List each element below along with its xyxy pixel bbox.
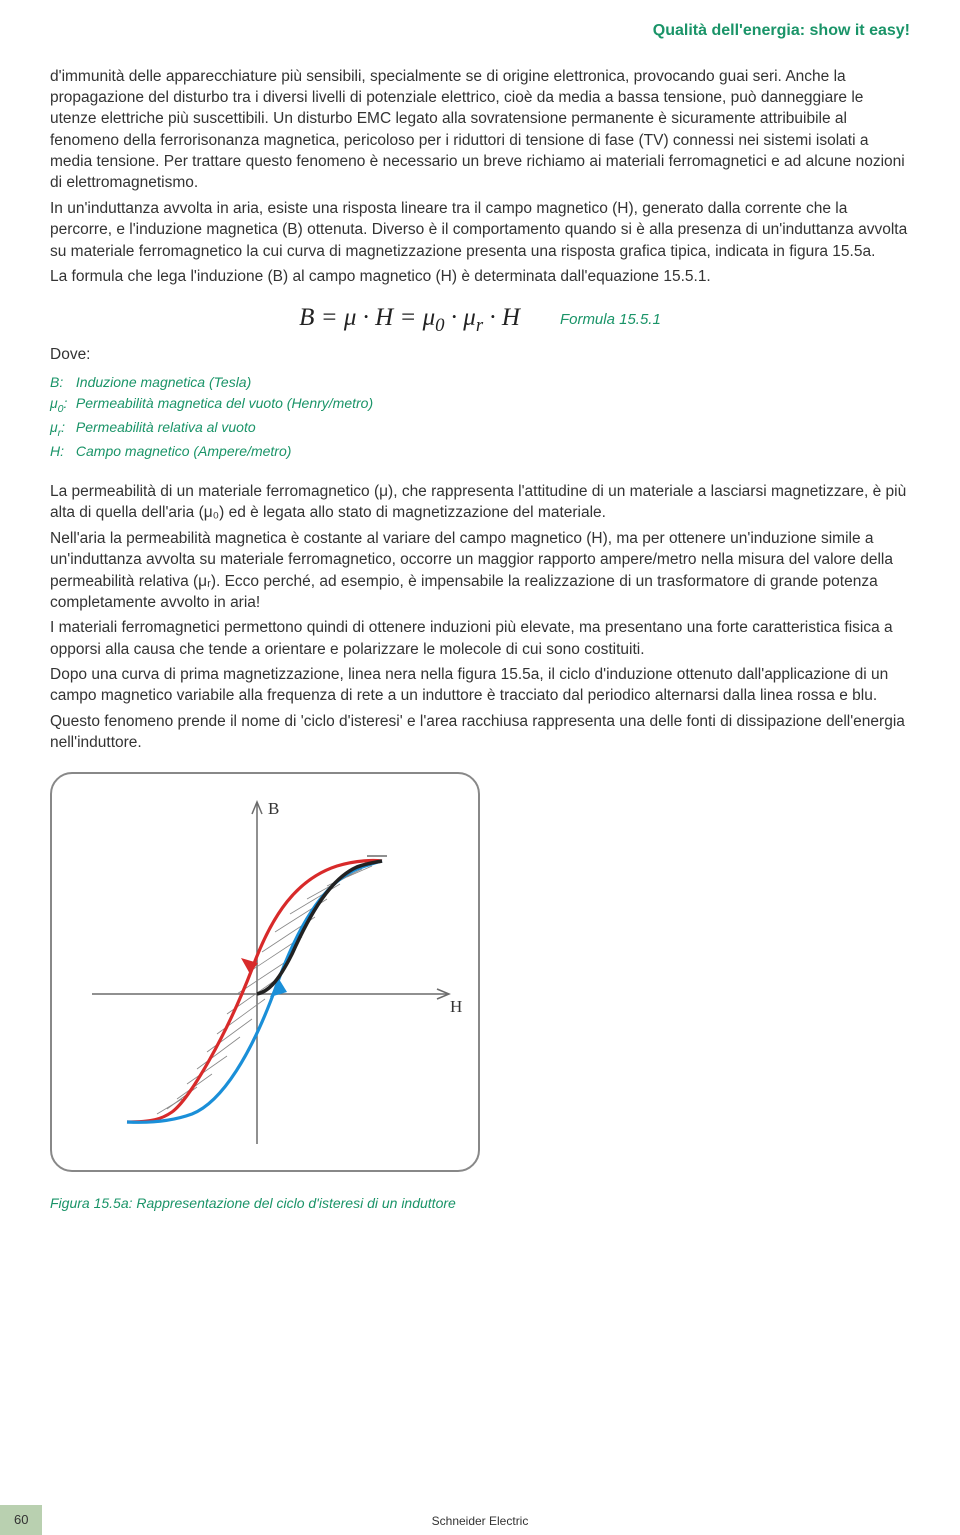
header-title: Qualità dell'energia: show it easy!: [50, 20, 910, 42]
axis-h-label: H: [450, 997, 462, 1016]
def-mu0: μ0: Permeabilità magnetica del vuoto (He…: [50, 393, 910, 417]
page-footer: 60 Schneider Electric: [0, 1505, 960, 1535]
formula-row: B = μ · H = μ0 · μr · H Formula 15.5.1: [50, 301, 910, 338]
paragraph-1: d'immunità delle apparecchiature più sen…: [50, 66, 910, 194]
black-curve: [257, 861, 382, 994]
def-h: H: Campo magnetico (Ampere/metro): [50, 441, 910, 463]
red-curve: [127, 860, 382, 1121]
footer-brand: Schneider Electric: [0, 1513, 960, 1529]
dove-label: Dove:: [50, 345, 910, 366]
paragraph-2: In un'induttanza avvolta in aria, esiste…: [50, 198, 910, 262]
formula-expression: B = μ · H = μ0 · μr · H: [299, 301, 520, 338]
paragraph-8: Questo fenomeno prende il nome di 'ciclo…: [50, 711, 910, 754]
blue-curve: [127, 861, 382, 1122]
formula-label: Formula 15.5.1: [560, 310, 661, 330]
hysteresis-figure: B H: [50, 772, 480, 1172]
paragraph-3: La formula che lega l'induzione (B) al c…: [50, 266, 910, 287]
paragraph-4: La permeabilità di un materiale ferromag…: [50, 481, 910, 524]
def-mur: μr: Permeabilità relativa al vuoto: [50, 417, 910, 441]
paragraph-6: I materiali ferromagnetici permettono qu…: [50, 617, 910, 660]
figure-caption: Figura 15.5a: Rappresentazione del ciclo…: [50, 1194, 910, 1213]
def-b: B: Induzione magnetica (Tesla): [50, 372, 910, 394]
page: Qualità dell'energia: show it easy! d'im…: [0, 0, 960, 1535]
paragraph-5: Nell'aria la permeabilità magnetica è co…: [50, 528, 910, 614]
hysteresis-svg: B H: [52, 774, 482, 1174]
paragraph-7: Dopo una curva di prima magnetizzazione,…: [50, 664, 910, 707]
definitions-list: B: Induzione magnetica (Tesla) μ0: Perme…: [50, 372, 910, 464]
axis-b-label: B: [268, 799, 279, 818]
